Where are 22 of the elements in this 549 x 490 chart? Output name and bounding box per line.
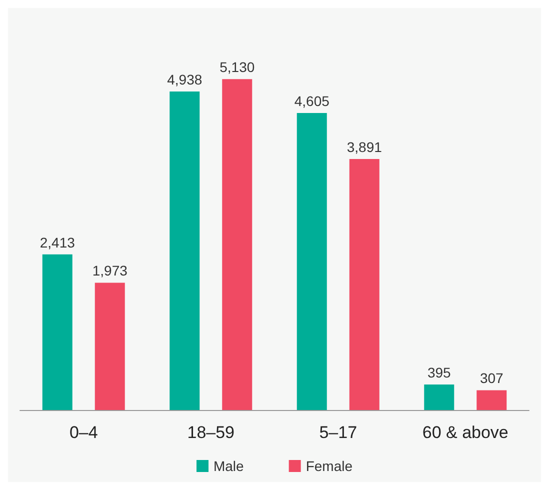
data-label: 4,605 (294, 92, 330, 109)
bar (476, 390, 507, 410)
data-label: 2,413 (40, 234, 76, 250)
bar (94, 282, 125, 410)
bar (424, 384, 454, 410)
data-label: 3,891 (346, 139, 382, 156)
x-tick-label: 5–17 (319, 423, 358, 442)
data-label: 5,130 (220, 59, 255, 76)
data-label: 307 (480, 370, 504, 386)
bar (222, 79, 252, 410)
data-label: 1,973 (92, 262, 128, 279)
bar (349, 159, 380, 410)
x-tick-label: 60 & above (422, 423, 508, 442)
data-label: 395 (427, 364, 452, 381)
legend-label: Female (306, 458, 353, 474)
legend-label: Male (213, 458, 244, 474)
x-tick-label: 18–59 (187, 423, 235, 442)
data-label: 4,938 (167, 72, 202, 88)
bar (42, 254, 72, 410)
x-tick-label: 0–4 (69, 423, 98, 442)
bar (296, 112, 327, 410)
bar (170, 92, 200, 410)
